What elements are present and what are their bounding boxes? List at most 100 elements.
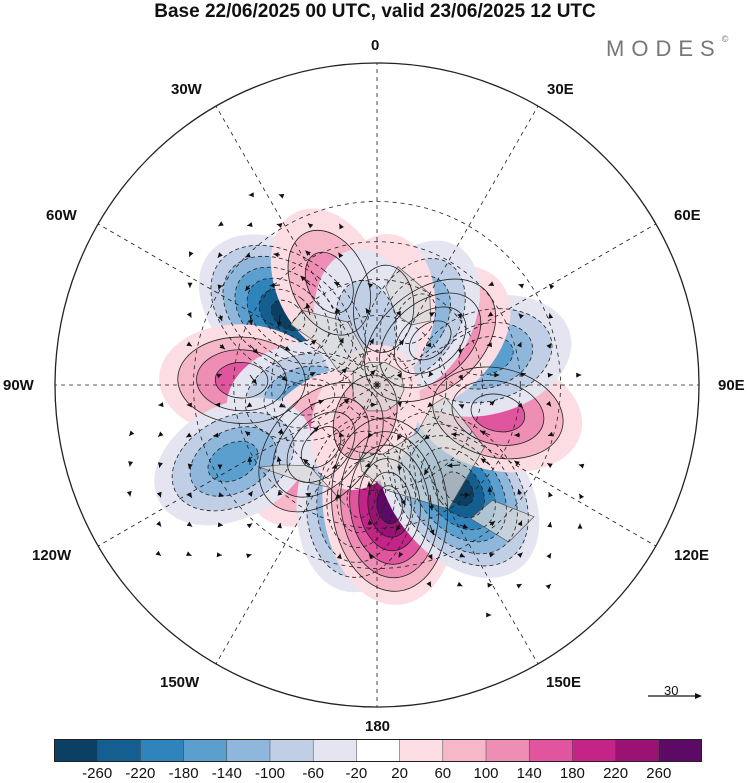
wind-arrow-head <box>447 463 453 468</box>
contour-line <box>258 288 318 343</box>
wind-arrow <box>458 374 464 381</box>
wind-arrow <box>248 192 254 198</box>
wind-arrow-head <box>396 372 402 379</box>
wind-arrow <box>519 372 527 378</box>
wind-arrow-head <box>276 223 283 228</box>
wind-arrow <box>397 464 403 472</box>
colorbar-tick-label: 220 <box>603 765 629 782</box>
wind-arrow <box>309 371 316 377</box>
wind-arrow <box>451 432 461 438</box>
lon-label-60w: 60W <box>46 207 77 224</box>
wind-arrow <box>218 221 224 227</box>
wind-arrow-head <box>248 192 254 198</box>
wind-arrow-head <box>369 338 374 345</box>
wind-arrow <box>128 461 134 467</box>
wind-arrow-head <box>218 221 224 227</box>
wind-arrow-head <box>158 402 164 408</box>
wind-arrow-head <box>341 368 347 374</box>
wind-arrow <box>300 275 311 286</box>
contour-line <box>207 440 259 483</box>
wind-arrow <box>514 460 521 466</box>
contour-line <box>222 255 354 376</box>
wind-arrow <box>578 463 585 469</box>
contour-line <box>470 393 526 433</box>
wind-arrow-head <box>424 434 430 440</box>
anomaly-contour <box>331 417 449 592</box>
wind-arrow-head <box>156 521 162 527</box>
wind-arrow-head <box>367 282 374 289</box>
wind-arrow <box>186 341 193 347</box>
wind-arrow-head <box>428 371 434 377</box>
wind-arrow <box>188 251 194 257</box>
wind-arrow-head <box>548 313 554 319</box>
colorbar-cell <box>528 739 573 762</box>
colorbar-cell <box>226 739 271 762</box>
wind-arrow-head <box>186 341 192 347</box>
wind-arrow <box>276 314 282 328</box>
anomaly-contour <box>258 382 384 513</box>
wind-arrow <box>338 432 345 438</box>
wind-arrow <box>423 434 431 440</box>
wind-arrow <box>247 490 253 497</box>
wind-arrow <box>456 581 463 587</box>
wind-arrow <box>396 310 402 317</box>
wind-arrow <box>277 490 283 496</box>
wind-arrow <box>186 312 192 318</box>
wind-arrow <box>457 313 463 320</box>
wind-arrow <box>339 337 344 346</box>
wind-arrow <box>217 464 223 470</box>
contour-line <box>438 322 534 390</box>
wind-arrow <box>489 400 496 406</box>
wind-arrow <box>516 583 523 589</box>
wind-arrow <box>547 431 554 437</box>
anomaly-cell <box>154 397 312 526</box>
wind-arrow <box>305 250 311 256</box>
wind-arrow <box>157 431 164 438</box>
anomaly-contour <box>306 415 417 578</box>
contour-line <box>336 460 386 533</box>
wind-arrow-head <box>514 432 520 438</box>
map-disk <box>55 63 699 707</box>
contour-line <box>331 417 449 592</box>
wind-arrow <box>548 313 554 319</box>
wind-arrow-head <box>576 372 582 378</box>
wind-arrow <box>423 464 431 476</box>
colorbar-tick-label: 180 <box>559 765 585 782</box>
contour-line <box>272 396 370 498</box>
brand-registered-mark: © <box>721 34 729 44</box>
wind-arrow <box>546 462 553 468</box>
colorbar-cell <box>140 739 185 762</box>
wind-arrow <box>248 314 254 326</box>
wind-arrow-head <box>216 373 222 379</box>
wind-arrow <box>187 282 193 288</box>
wind-arrow <box>518 283 524 289</box>
contour-line <box>431 459 485 519</box>
colorbar-cells <box>54 739 702 762</box>
wind-arrow-head <box>396 525 401 531</box>
wind-arrow <box>488 281 495 287</box>
wind-arrow <box>397 401 402 408</box>
colorbar-tick-label: -260 <box>82 765 113 782</box>
wind-arrow-head <box>429 312 435 317</box>
wind-arrow <box>426 581 432 588</box>
lon-label-120w: 120W <box>32 547 72 564</box>
wind-arrow <box>486 612 492 618</box>
contour-line <box>346 475 376 519</box>
wind-arrow-head <box>186 312 192 318</box>
colorbar-cell <box>312 739 357 762</box>
wind-arrow-head <box>313 426 319 432</box>
wind-arrow-head <box>518 283 524 289</box>
wind-arrow-head <box>246 523 253 529</box>
wind-arrow-head <box>245 285 251 291</box>
wind-arrow <box>213 432 221 438</box>
colorbar-tick-label: -140 <box>211 765 242 782</box>
wind-arrow-head <box>158 462 163 468</box>
wind-arrow <box>245 252 251 258</box>
wind-arrow <box>447 463 461 468</box>
colorbar-cell <box>399 739 444 762</box>
contour-line <box>287 229 371 336</box>
wind-arrow-head <box>371 402 377 408</box>
lon-label-120e: 120E <box>674 547 710 564</box>
wind-arrow <box>128 430 135 437</box>
lon-label-150w: 150W <box>160 674 200 691</box>
